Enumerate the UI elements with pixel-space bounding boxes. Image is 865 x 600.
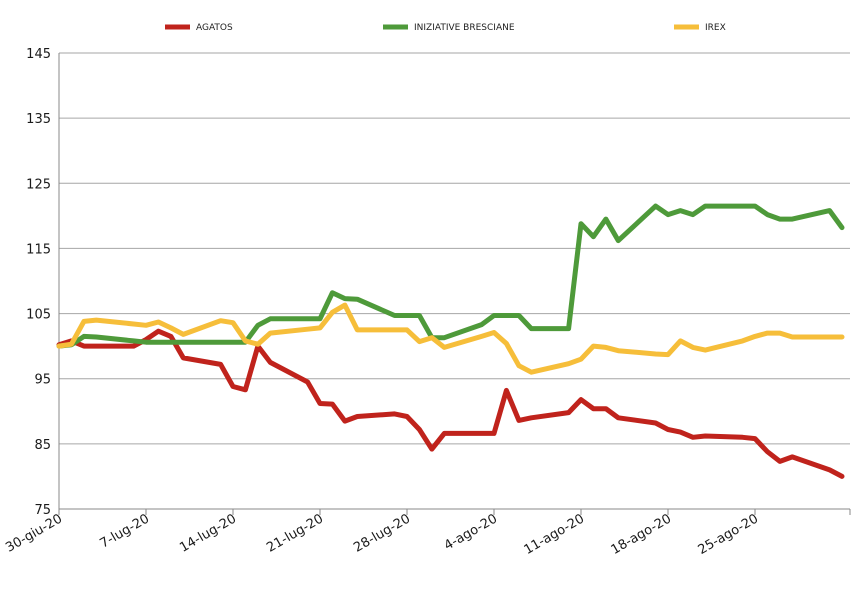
series-line-agatos bbox=[56, 328, 845, 479]
y-tick-label: 85 bbox=[34, 438, 51, 453]
series-line-irex bbox=[56, 302, 845, 375]
y-axis: 75 85 95 105 115 125 135 145 bbox=[26, 47, 60, 518]
x-tick-label: 11-ago-20 bbox=[522, 511, 587, 557]
x-tick-label: 14-lug-20 bbox=[177, 511, 239, 555]
y-tick-label: 115 bbox=[26, 242, 51, 257]
y-tick-label: 145 bbox=[26, 47, 51, 62]
x-tick-label: 21-lug-20 bbox=[264, 511, 326, 555]
x-tick-label: 4-ago-20 bbox=[442, 511, 500, 553]
series-line-iniziative-bresciane bbox=[56, 203, 845, 349]
legend-label: INIZIATIVE BRESCIANE bbox=[414, 23, 515, 33]
x-tick-label: 28-lug-20 bbox=[351, 511, 413, 555]
legend-label: IREX bbox=[705, 23, 726, 33]
y-tick-label: 95 bbox=[34, 373, 51, 388]
legend-label: AGATOS bbox=[196, 23, 233, 33]
x-tick-label: 18-ago-20 bbox=[609, 511, 674, 557]
series-lines bbox=[56, 203, 845, 479]
y-tick-label: 135 bbox=[26, 112, 51, 127]
x-axis: 30-giu-20 7-lug-20 14-lug-20 21-lug-20 28-lu… bbox=[3, 508, 851, 558]
x-tick-label: 7-lug-20 bbox=[97, 511, 152, 551]
gridlines bbox=[59, 52, 850, 445]
y-tick-label: 125 bbox=[26, 177, 51, 192]
y-tick-label: 75 bbox=[34, 503, 51, 518]
x-tick-label: 30-giu-20 bbox=[3, 511, 65, 555]
x-tick-label: 25-ago-20 bbox=[696, 511, 761, 557]
legend: AGATOS INIZIATIVE BRESCIANE IREX bbox=[165, 23, 726, 33]
y-tick-label: 105 bbox=[26, 308, 51, 323]
